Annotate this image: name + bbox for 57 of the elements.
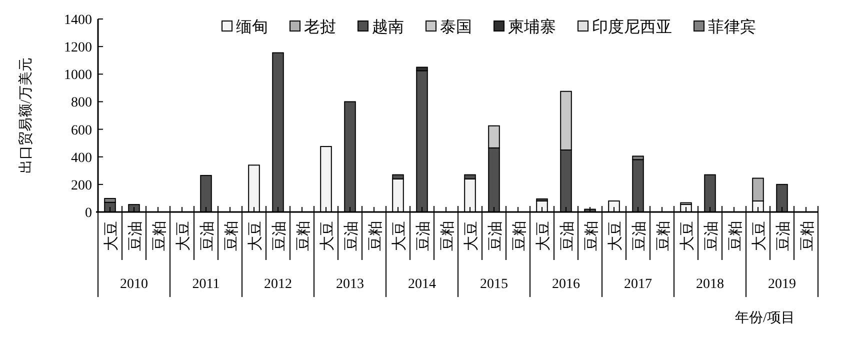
y-tick-label: 200	[71, 178, 92, 194]
x-tick-label: 大豆	[607, 221, 624, 251]
x-tick-label: 豆粕	[656, 221, 672, 251]
x-tick-label: 豆油	[271, 221, 288, 251]
legend-label: 老挝	[304, 18, 336, 36]
text: 2015	[480, 277, 508, 292]
y-tick-label: 0	[85, 206, 92, 221]
y-tick-label: 400	[71, 150, 92, 166]
x-tick-label: 豆油	[631, 221, 648, 251]
x-tick-label: 豆油	[559, 221, 576, 251]
x-tick-label: 大豆	[463, 221, 480, 251]
text: 2013	[336, 277, 364, 292]
x-tick-label: 豆粕	[512, 221, 528, 251]
x-tick-label: 豆油	[487, 221, 504, 251]
x-tick-label: 大豆	[535, 221, 552, 251]
text: 2019	[768, 277, 796, 292]
x-tick-label: 豆油	[127, 221, 144, 251]
y-tick-label: 600	[71, 123, 92, 138]
x-tick-label: 豆粕	[440, 221, 456, 251]
x-tick-label: 大豆	[679, 221, 696, 251]
legend-label: 柬埔寨	[508, 18, 556, 36]
x-tick-label: 大豆	[103, 221, 120, 251]
text: 2010	[120, 277, 148, 292]
x-tick-label: 豆油	[199, 221, 216, 251]
y-tick-label: 800	[71, 96, 92, 111]
legend-label: 缅甸	[236, 19, 268, 36]
y-axis-title: 出口贸易额/万美元	[18, 58, 34, 174]
legend-label: 越南	[372, 18, 404, 36]
x-tick-label: 豆粕	[152, 221, 168, 251]
x-tick-label: 豆油	[343, 221, 360, 251]
legend-label: 菲律宾	[708, 18, 756, 36]
text: 2011	[192, 277, 220, 292]
x-tick-label: 豆粕	[224, 221, 240, 251]
x-tick-label: 大豆	[391, 221, 408, 251]
x-tick-label: 豆油	[703, 221, 720, 251]
x-tick-label: 豆粕	[800, 221, 816, 251]
x-tick-label: 豆油	[415, 221, 432, 251]
y-tick-label: 1400	[64, 13, 92, 28]
x-tick-label: 豆粕	[368, 221, 384, 251]
text: 2012	[264, 277, 292, 292]
text: 2018	[696, 277, 724, 292]
y-tick-label: 1000	[64, 68, 92, 84]
legend-label: 印度尼西亚	[592, 18, 672, 36]
x-tick-label: 大豆	[175, 221, 192, 251]
text: 2017	[624, 277, 652, 292]
x-tick-label: 豆油	[775, 221, 792, 251]
y-tick-label: 1200	[64, 40, 92, 56]
x-tick-label: 大豆	[751, 221, 768, 251]
x-tick-label: 豆粕	[584, 221, 600, 251]
legend-label: 泰国	[440, 19, 472, 36]
x-tick-label: 豆粕	[728, 221, 744, 251]
text: 2016	[552, 277, 580, 292]
x-tick-label: 豆粕	[296, 221, 312, 251]
text: 2014	[408, 277, 436, 292]
x-axis-title: 年份/项目	[735, 310, 795, 326]
x-tick-label: 大豆	[319, 221, 336, 251]
x-tick-label: 大豆	[247, 221, 264, 251]
